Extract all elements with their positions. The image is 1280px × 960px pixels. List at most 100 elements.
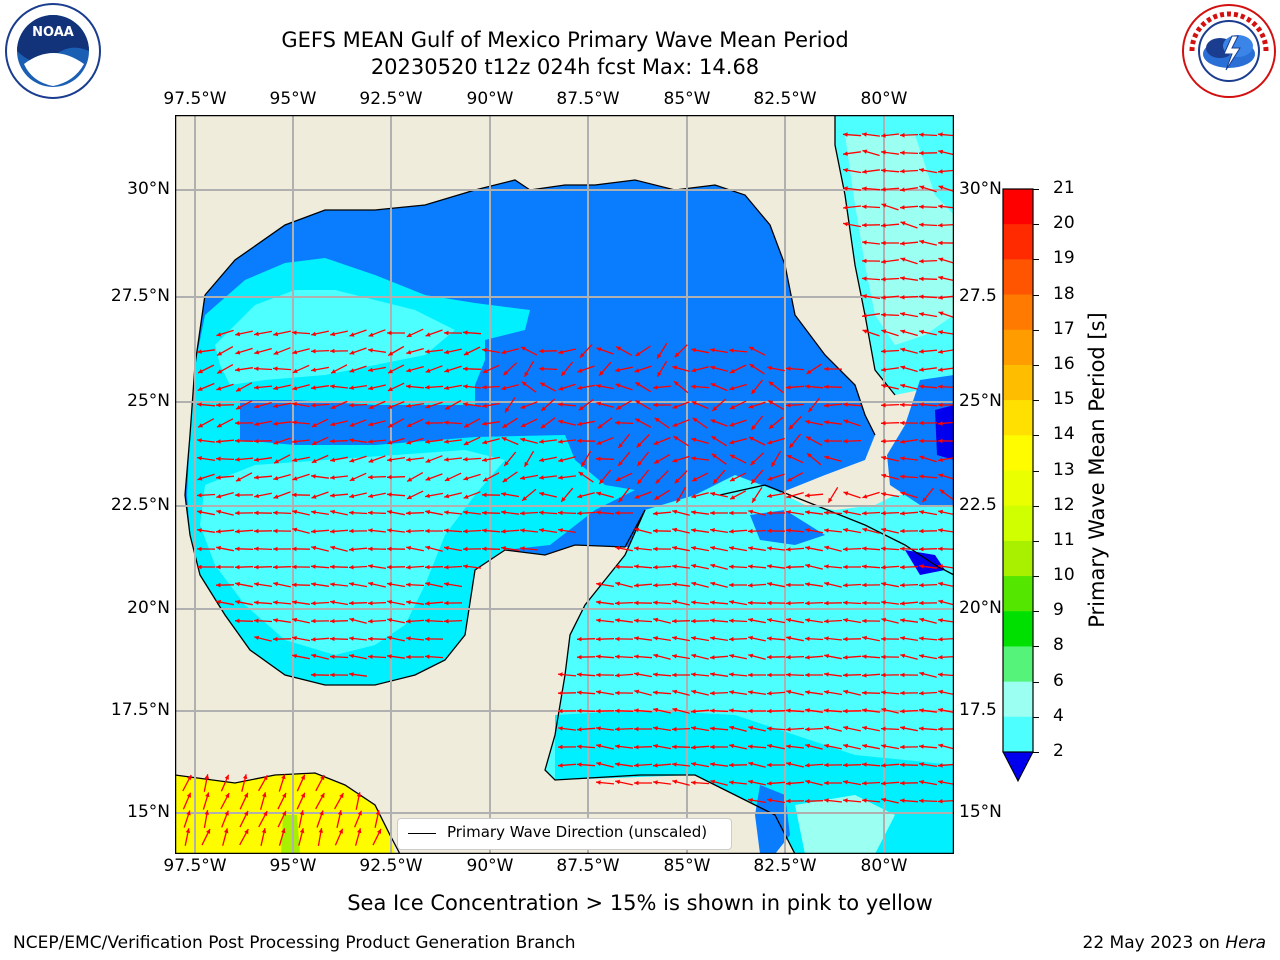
- wave-arrow-head: [729, 369, 735, 373]
- wave-arrow-head: [615, 744, 620, 749]
- wave-arrow-head: [539, 348, 544, 354]
- wave-arrow-head: [406, 545, 411, 551]
- wave-arrow-head: [349, 458, 355, 463]
- wave-arrow-head: [900, 744, 905, 750]
- wave-arrow-head: [377, 828, 381, 834]
- wave-arrow-head: [788, 424, 794, 430]
- wave-arrow-head: [615, 726, 620, 732]
- wave-arrow-head: [919, 671, 925, 677]
- wave-arrow-head: [692, 417, 698, 423]
- wave-arrow-head: [900, 564, 905, 570]
- wave-arrow-head: [368, 332, 374, 337]
- wave-arrow-head: [653, 672, 658, 677]
- wave-arrow-head: [824, 600, 829, 606]
- wave-arrow-head: [805, 384, 810, 389]
- wave-arrow-head: [235, 546, 240, 552]
- wave-arrow-head: [900, 402, 905, 408]
- wave-arrow-head: [938, 438, 943, 444]
- colorbar-tick-label: 20: [1053, 213, 1075, 234]
- lat-label-right: 27.5: [959, 286, 997, 306]
- wave-arrow-head: [558, 349, 564, 355]
- wave-arrow-head: [330, 545, 336, 551]
- wave-arrow-head: [919, 654, 924, 659]
- wave-arrow-head: [504, 461, 509, 466]
- wave-arrow-head: [406, 510, 411, 516]
- wave-arrow-head: [752, 497, 757, 503]
- wave-arrow-head: [197, 438, 202, 443]
- wave-arrow-head: [406, 654, 411, 660]
- wave-arrow-head: [657, 371, 662, 377]
- colorbar-tick-label: 12: [1053, 494, 1075, 515]
- wave-arrow-head: [862, 511, 867, 516]
- wave-arrow-head: [691, 709, 696, 714]
- wave-arrow-head: [558, 763, 563, 768]
- wave-arrow-head: [463, 384, 468, 389]
- wave-arrow-head: [786, 547, 791, 552]
- wave-arrow-head: [786, 617, 791, 623]
- wave-arrow-head: [224, 774, 229, 780]
- wave-arrow-head: [786, 582, 791, 588]
- wave-arrow-head: [273, 581, 279, 587]
- colorbar-tick-label: 15: [1053, 389, 1075, 410]
- wave-arrow-head: [216, 545, 221, 551]
- wave-arrow-head: [254, 475, 259, 480]
- wave-arrow-head: [710, 545, 715, 551]
- wave-arrow-head: [292, 330, 297, 335]
- wave-arrow-head: [748, 761, 754, 767]
- wave-arrow-head: [691, 546, 696, 551]
- wave-arrow-head: [216, 332, 222, 337]
- wave-arrow-head: [938, 743, 944, 748]
- wave-arrow-head: [653, 653, 659, 659]
- wave-arrow-head: [425, 545, 431, 550]
- colorbar-tick-label: 9: [1053, 600, 1064, 621]
- wave-arrow-head: [406, 494, 412, 499]
- wave-arrow-head: [216, 439, 221, 444]
- wave-arrow-head: [938, 672, 943, 677]
- wave-arrow-head: [216, 456, 221, 462]
- wave-arrow-head: [843, 743, 849, 749]
- wave-arrow-head: [273, 494, 279, 499]
- wave-arrow-head: [900, 474, 905, 479]
- wave-arrow-head: [939, 489, 945, 495]
- wave-arrow-head: [349, 385, 354, 390]
- wave-arrow-head: [406, 350, 412, 355]
- wave-arrow-head: [216, 386, 222, 391]
- wave-arrow-head: [635, 400, 641, 405]
- wave-arrow-head: [843, 798, 848, 803]
- wave-arrow-head: [216, 564, 221, 570]
- wave-arrow-head: [273, 421, 278, 426]
- wave-arrow-head: [691, 401, 697, 406]
- wave-arrow-head: [406, 600, 411, 605]
- wave-arrow-head: [558, 419, 564, 425]
- wave-arrow-head: [262, 792, 267, 798]
- wave-arrow-head: [634, 494, 640, 499]
- wave-arrow-head: [637, 461, 642, 466]
- wave-arrow-head: [406, 636, 411, 641]
- wave-arrow-head: [672, 707, 678, 713]
- wave-arrow-head: [445, 405, 451, 410]
- wave-arrow-head: [521, 381, 527, 387]
- wave-arrow-head: [463, 476, 469, 481]
- lat-label-left: 17.5°N: [110, 700, 170, 720]
- lon-label-bottom: 87.5°W: [556, 856, 620, 876]
- wave-arrow-head: [235, 350, 241, 355]
- wave-arrow-head: [938, 637, 943, 642]
- wave-arrow-head: [311, 653, 317, 659]
- wave-arrow-head: [561, 497, 566, 502]
- wave-arrow-head: [520, 404, 526, 409]
- lon-label-bottom: 82.5°W: [753, 856, 817, 876]
- wave-arrow-head: [330, 582, 335, 587]
- wave-arrow-head: [767, 493, 772, 498]
- wave-arrow-head: [900, 798, 905, 803]
- wave-arrow-head: [862, 762, 867, 767]
- lat-label-left: 30°N: [127, 179, 170, 199]
- wave-arrow-head: [558, 510, 563, 516]
- wave-arrow-head: [242, 774, 248, 780]
- wave-arrow-head: [919, 474, 924, 479]
- wave-arrow-head: [748, 798, 753, 803]
- wave-arrow-head: [843, 564, 848, 570]
- wave-arrow-head: [862, 276, 867, 281]
- wave-arrow-head: [938, 204, 943, 209]
- wave-arrow-head: [425, 601, 430, 606]
- colorbar-segment: [1003, 224, 1033, 260]
